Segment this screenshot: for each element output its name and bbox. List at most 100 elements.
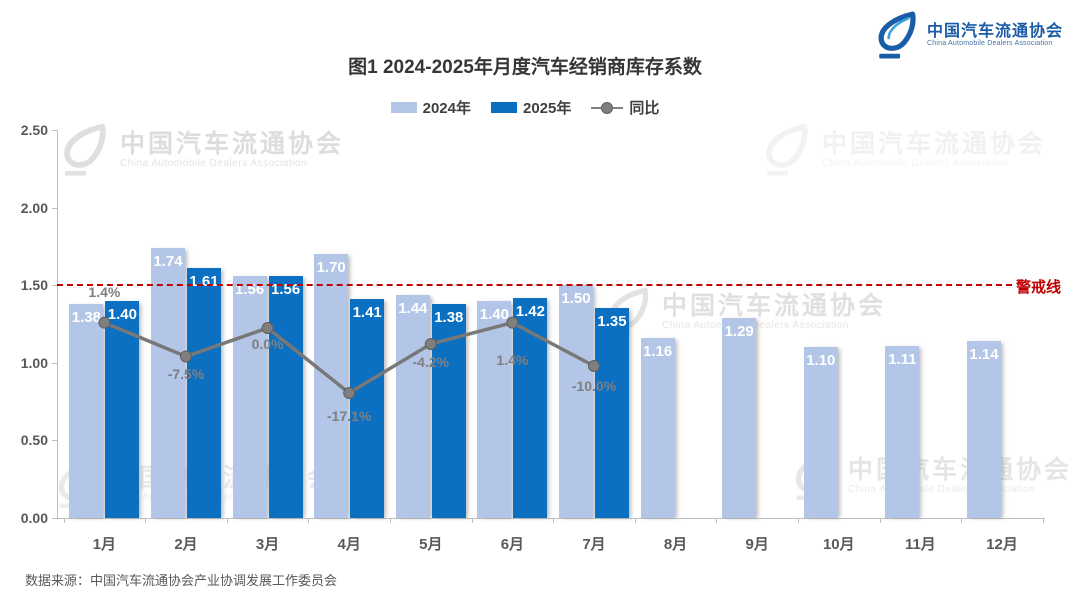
yoy-value-label: 1.4% <box>88 283 121 300</box>
bar-2025 <box>595 308 629 518</box>
y-tick-mark <box>52 130 57 131</box>
yoy-value-label: -4.2% <box>412 353 450 370</box>
x-tick-mark <box>390 518 391 523</box>
bar-2025 <box>105 300 140 518</box>
bar-2024 <box>232 275 267 518</box>
legend-label-yoy: 同比 <box>629 100 660 117</box>
bar-value-label: 1.16 <box>642 342 673 360</box>
yoy-value-label: 0.0% <box>251 336 284 352</box>
y-tick-mark <box>52 285 57 287</box>
x-axis-label: 8月 <box>663 536 688 553</box>
x-axis-label: 3月 <box>255 536 280 553</box>
bar-value-label: 1.14 <box>969 346 999 364</box>
legend-item-2025: 2025年 <box>490 97 572 118</box>
x-tick-mark <box>634 518 636 523</box>
bar-2024 <box>967 341 1001 518</box>
x-tick-mark <box>716 518 718 523</box>
legend-swatch-2024 <box>390 102 417 113</box>
bar-2024 <box>803 347 838 518</box>
yoy-value-label: 1.4% <box>496 351 529 368</box>
bar-value-label: 1.44 <box>398 299 428 317</box>
x-axis-line <box>57 518 1045 519</box>
chart-title: 图1 2024-2025年月度汽车经销商库存系数 <box>348 57 702 78</box>
bar-2024 <box>314 254 349 518</box>
x-axis-label: 5月 <box>419 536 443 553</box>
bar-value-label: 1.42 <box>515 302 545 320</box>
x-tick-mark <box>63 518 65 523</box>
y-axis-line <box>57 130 58 518</box>
y-tick-mark <box>52 362 57 364</box>
legend-label-2025: 2025年 <box>522 100 572 117</box>
bar-2024 <box>477 300 512 518</box>
bar-2024 <box>885 345 920 518</box>
x-axis-label: 10月 <box>822 536 855 553</box>
bar-2025 <box>431 303 466 518</box>
yoy-value-label: -17.1% <box>327 407 372 424</box>
legend-item-2024: 2024年 <box>390 97 471 118</box>
y-tick-label: 0.00 <box>20 510 48 526</box>
bar-value-label: 1.35 <box>597 313 627 331</box>
bar-2025 <box>187 268 221 518</box>
y-tick-mark <box>52 207 57 209</box>
logo-name-en: China Automobile Dealers Association <box>927 40 1053 48</box>
x-axis-label: 11月 <box>904 536 936 553</box>
bar-value-label: 1.40 <box>479 305 509 323</box>
x-axis-label: 12月 <box>986 536 1018 553</box>
bar-2025 <box>268 275 303 518</box>
x-axis-label: 2月 <box>174 536 198 553</box>
y-tick-label: 2.50 <box>20 122 48 138</box>
bar-value-label: 1.38 <box>434 308 464 326</box>
chart-legend: 2024年 2025年 同比 <box>0 97 1050 118</box>
x-tick-mark <box>961 518 963 523</box>
y-tick-mark <box>52 440 57 442</box>
cada-logo: 中国汽车流通协会 China Automobile Dealers Associ… <box>875 10 1075 60</box>
yoy-value-label: -10.0% <box>571 378 617 394</box>
x-axis-label: 7月 <box>582 536 606 553</box>
x-tick-mark <box>471 518 473 523</box>
bar-value-label: 1.11 <box>888 350 917 368</box>
x-tick-mark <box>798 518 799 523</box>
legend-item-yoy: 同比 <box>591 97 659 118</box>
x-tick-mark <box>226 518 228 523</box>
bar-2024 <box>69 303 104 518</box>
y-tick-mark <box>52 518 57 519</box>
y-tick-label: 2.00 <box>20 199 48 216</box>
x-axis-label: 1月 <box>92 536 117 553</box>
bar-2024 <box>395 294 430 518</box>
y-tick-label: 1.50 <box>20 277 48 294</box>
y-tick-label: 1.00 <box>20 354 48 371</box>
x-tick-mark <box>308 518 310 523</box>
logo-name-cn: 中国汽车流通协会 <box>927 22 1064 40</box>
bar-2024 <box>151 247 185 518</box>
y-tick-label: 0.50 <box>20 432 48 449</box>
x-tick-mark <box>1042 518 1044 523</box>
bar-value-label: 1.70 <box>316 259 346 277</box>
x-axis-label: 6月 <box>500 536 525 553</box>
bar-value-label: 1.74 <box>153 252 183 270</box>
data-source-note: 数据来源：中国汽车流通协会产业协调发展工作委员会 <box>25 573 338 588</box>
bar-2024 <box>722 317 757 518</box>
bar-2024 <box>559 285 593 518</box>
bar-2025 <box>513 297 548 518</box>
x-axis-label: 4月 <box>337 536 361 553</box>
warning-threshold-line <box>57 284 1012 287</box>
x-tick-mark <box>879 518 881 523</box>
bar-value-label: 1.29 <box>724 322 754 340</box>
bar-value-label: 1.38 <box>71 308 101 326</box>
bar-value-label: 1.41 <box>352 304 382 322</box>
cada-logo-swoosh-icon <box>878 11 916 59</box>
bar-value-label: 1.10 <box>806 352 836 370</box>
bar-value-label: 1.61 <box>189 273 219 291</box>
yoy-value-label: -7.5% <box>167 365 205 382</box>
bar-value-label: 1.40 <box>107 305 137 323</box>
threshold-label: 警戒线 <box>1016 279 1062 296</box>
x-tick-mark <box>553 518 555 523</box>
legend-swatch-2025 <box>490 102 517 113</box>
x-axis-label: 9月 <box>745 536 769 553</box>
bar-value-label: 1.50 <box>561 290 591 308</box>
legend-label-2024: 2024年 <box>422 100 471 117</box>
bar-2024 <box>640 337 675 518</box>
legend-line-marker-icon <box>591 101 624 114</box>
